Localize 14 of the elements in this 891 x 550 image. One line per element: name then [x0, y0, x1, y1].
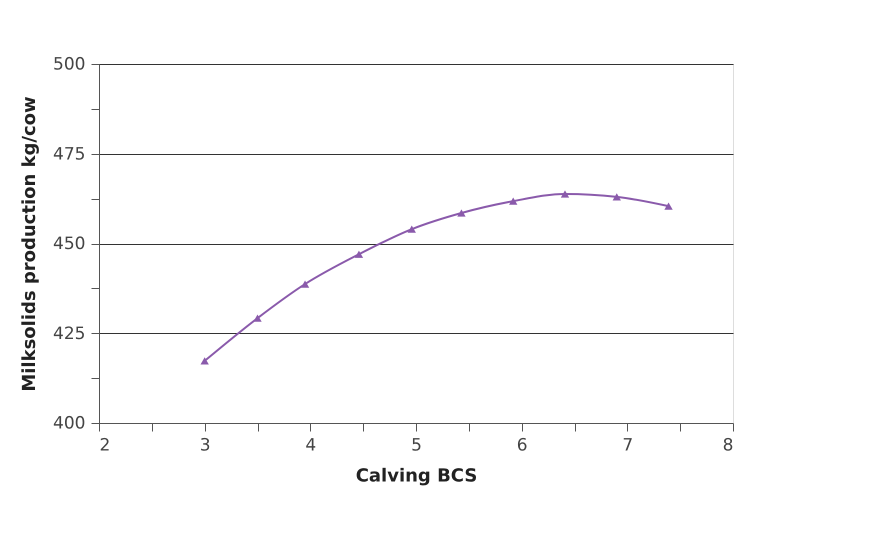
x-axis-title: Calving BCS — [356, 466, 478, 486]
x-tick-label: 2 — [100, 436, 110, 456]
x-tick-label: 5 — [411, 436, 422, 456]
y-tick-label: 500 — [53, 54, 86, 74]
x-tick-label: 4 — [305, 436, 316, 456]
y-tick-label: 450 — [53, 234, 86, 254]
x-tick-label: 3 — [200, 436, 211, 456]
y-tick-label: 400 — [53, 414, 86, 434]
y-tick-label: 475 — [53, 144, 86, 164]
x-tick-label: 7 — [622, 436, 634, 456]
x-tick-label: 6 — [516, 436, 528, 456]
y-tick-label: 425 — [53, 324, 86, 344]
x-tick-label: 8 — [722, 436, 734, 456]
y-axis-title: Milksolids production kg/cow — [19, 96, 40, 392]
